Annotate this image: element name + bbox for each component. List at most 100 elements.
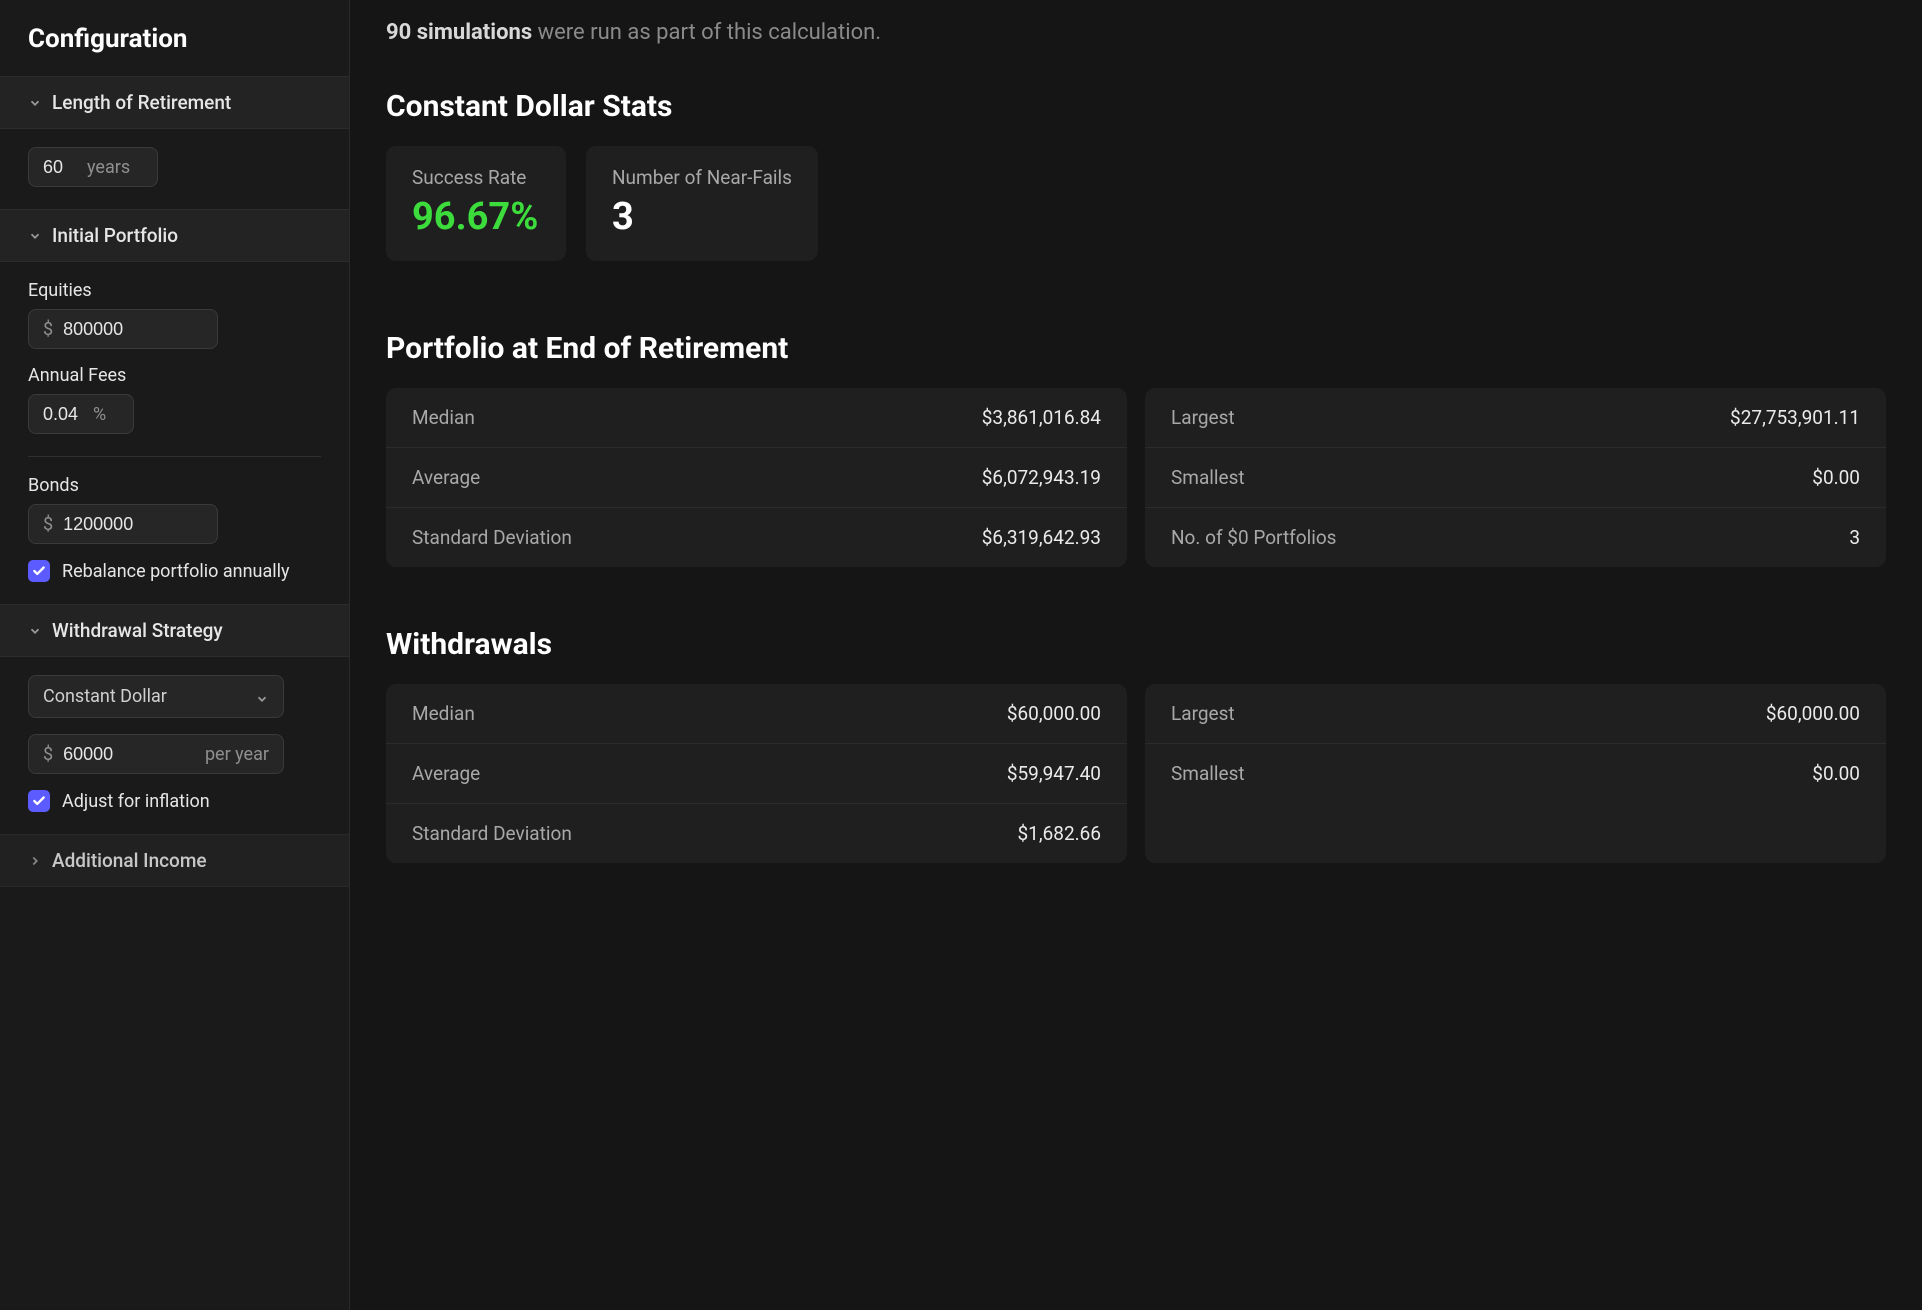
adjust-inflation-checkbox-row[interactable]: Adjust for inflation (28, 790, 321, 812)
stat-value: $6,072,943.19 (982, 466, 1101, 489)
stat-cards: Success Rate 96.67% Number of Near-Fails… (386, 146, 1886, 261)
divider (28, 456, 321, 457)
withdrawal-amount-input-wrap[interactable]: $ per year (28, 734, 284, 774)
simulation-suffix: were run as part of this calculation. (532, 20, 881, 45)
withdrawals-tables: Median $60,000.00 Average $59,947.40 Standar… (386, 684, 1886, 863)
stat-key: Standard Deviation (412, 822, 572, 845)
chevron-down-icon (28, 229, 42, 243)
portfolio-tables: Median $3,861,016.84 Average $6,072,943.19 S… (386, 388, 1886, 567)
results-panel: 90 simulations were run as part of this … (350, 0, 1922, 1310)
section-header-portfolio[interactable]: Initial Portfolio (0, 209, 349, 262)
equities-input[interactable] (63, 319, 203, 340)
table-row: Smallest $0.00 (1145, 744, 1886, 803)
portfolio-title: Portfolio at End of Retirement (386, 331, 1886, 366)
dollar-prefix-icon: $ (43, 744, 53, 765)
section-header-additional-income[interactable]: Additional Income (0, 834, 349, 887)
annual-fees-input[interactable] (43, 404, 83, 425)
success-rate-label: Success Rate (412, 166, 540, 189)
stat-key: Median (412, 406, 475, 429)
withdrawal-amount-unit: per year (205, 744, 269, 765)
annual-fees-unit: % (93, 404, 106, 425)
sidebar-title: Configuration (0, 0, 349, 76)
near-fails-card: Number of Near-Fails 3 (586, 146, 818, 261)
stat-key: Standard Deviation (412, 526, 572, 549)
success-rate-value: 96.67% (412, 197, 540, 239)
rebalance-checkbox[interactable] (28, 560, 50, 582)
section-header-label: Length of Retirement (52, 91, 231, 114)
section-header-label: Initial Portfolio (52, 224, 178, 247)
adjust-inflation-label: Adjust for inflation (62, 791, 210, 812)
table-row: Average $59,947.40 (386, 744, 1127, 804)
withdrawals-title: Withdrawals (386, 627, 1886, 662)
strategy-selected-label: Constant Dollar (43, 686, 167, 707)
table-row: Standard Deviation $6,319,642.93 (386, 508, 1127, 567)
strategy-select[interactable]: Constant Dollar (28, 675, 284, 718)
simulation-count: 90 simulations (386, 20, 532, 45)
section-body-length: years (0, 129, 349, 209)
portfolio-table-left: Median $3,861,016.84 Average $6,072,943.19 S… (386, 388, 1127, 567)
annual-fees-field: Annual Fees % (28, 365, 321, 434)
stat-value: $1,682.66 (1018, 822, 1102, 845)
stat-key: Average (412, 762, 480, 785)
app-root: Configuration Length of Retirement years… (0, 0, 1922, 1310)
stat-key: Largest (1171, 702, 1235, 725)
table-row: Largest $27,753,901.11 (1145, 388, 1886, 448)
stat-value: $59,947.40 (1007, 762, 1101, 785)
table-row: No. of $0 Portfolios3 (1145, 508, 1886, 567)
retirement-length-unit: years (87, 157, 130, 178)
stat-value: $0.00 (1812, 762, 1860, 785)
stat-value: $60,000.00 (1007, 702, 1101, 725)
stat-value: $0.00 (1812, 466, 1860, 489)
stat-key: Largest (1171, 406, 1235, 429)
withdrawals-table-left: Median $60,000.00 Average $59,947.40 Standar… (386, 684, 1127, 863)
table-row: Smallest $0.00 (1145, 448, 1886, 508)
adjust-inflation-checkbox[interactable] (28, 790, 50, 812)
stat-value: $3,861,016.84 (982, 406, 1101, 429)
stat-value: 3 (1849, 526, 1860, 549)
stat-value: $60,000.00 (1766, 702, 1860, 725)
chevron-down-icon (255, 690, 269, 704)
stat-key: Average (412, 466, 480, 489)
equities-field: Equities $ (28, 280, 321, 349)
stat-value: $6,319,642.93 (982, 526, 1101, 549)
near-fails-value: 3 (612, 197, 792, 239)
stat-key: Smallest (1171, 762, 1245, 785)
table-row: Average $6,072,943.19 (386, 448, 1127, 508)
near-fails-label: Number of Near-Fails (612, 166, 792, 189)
bonds-field: Bonds $ (28, 475, 321, 544)
annual-fees-input-wrap[interactable]: % (28, 394, 134, 434)
bonds-input-wrap[interactable]: $ (28, 504, 218, 544)
chevron-down-icon (28, 96, 42, 110)
section-header-withdrawal[interactable]: Withdrawal Strategy (0, 604, 349, 657)
stats-title: Constant Dollar Stats (386, 89, 1886, 124)
success-rate-card: Success Rate 96.67% (386, 146, 566, 261)
rebalance-label: Rebalance portfolio annually (62, 561, 290, 582)
retirement-length-input[interactable] (43, 157, 77, 178)
config-sidebar: Configuration Length of Retirement years… (0, 0, 350, 1310)
rebalance-checkbox-row[interactable]: Rebalance portfolio annually (28, 560, 321, 582)
bonds-label: Bonds (28, 475, 321, 496)
dollar-prefix-icon: $ (43, 319, 53, 340)
withdrawals-table-right: Largest $60,000.00 Smallest $0.00 (1145, 684, 1886, 863)
portfolio-table-right: Largest $27,753,901.11 Smallest $0.00 No. of… (1145, 388, 1886, 567)
chevron-right-icon (28, 854, 42, 868)
table-row: Median $60,000.00 (386, 684, 1127, 744)
section-header-length[interactable]: Length of Retirement (0, 76, 349, 129)
retirement-length-input-wrap[interactable]: years (28, 147, 158, 187)
annual-fees-label: Annual Fees (28, 365, 321, 386)
dollar-prefix-icon: $ (43, 514, 53, 535)
section-body-portfolio: Equities $ Annual Fees % Bonds $ (0, 262, 349, 604)
stat-key: Median (412, 702, 475, 725)
table-row: Standard Deviation $1,682.66 (386, 804, 1127, 863)
bonds-input[interactable] (63, 514, 203, 535)
withdrawal-amount-input[interactable] (63, 744, 143, 765)
section-header-label: Additional Income (52, 849, 207, 872)
section-header-label: Withdrawal Strategy (52, 619, 223, 642)
simulation-summary-line: 90 simulations were run as part of this … (386, 20, 1886, 45)
equities-input-wrap[interactable]: $ (28, 309, 218, 349)
table-row: Largest $60,000.00 (1145, 684, 1886, 744)
equities-label: Equities (28, 280, 321, 301)
section-body-withdrawal: Constant Dollar $ per year Adjust for in… (0, 657, 349, 834)
stat-key: Smallest (1171, 466, 1245, 489)
stat-value: $27,753,901.11 (1730, 406, 1860, 429)
